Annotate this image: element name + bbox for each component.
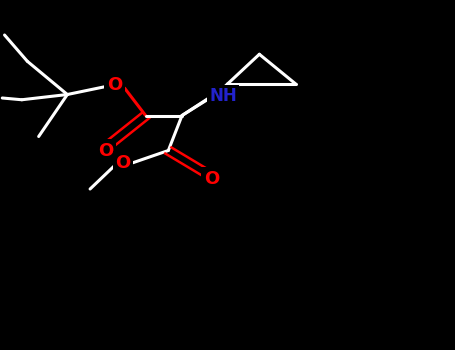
Text: O: O <box>204 170 219 188</box>
Text: O: O <box>98 141 114 160</box>
Text: O: O <box>115 154 131 172</box>
Text: O: O <box>107 76 122 94</box>
Text: NH: NH <box>209 87 237 105</box>
